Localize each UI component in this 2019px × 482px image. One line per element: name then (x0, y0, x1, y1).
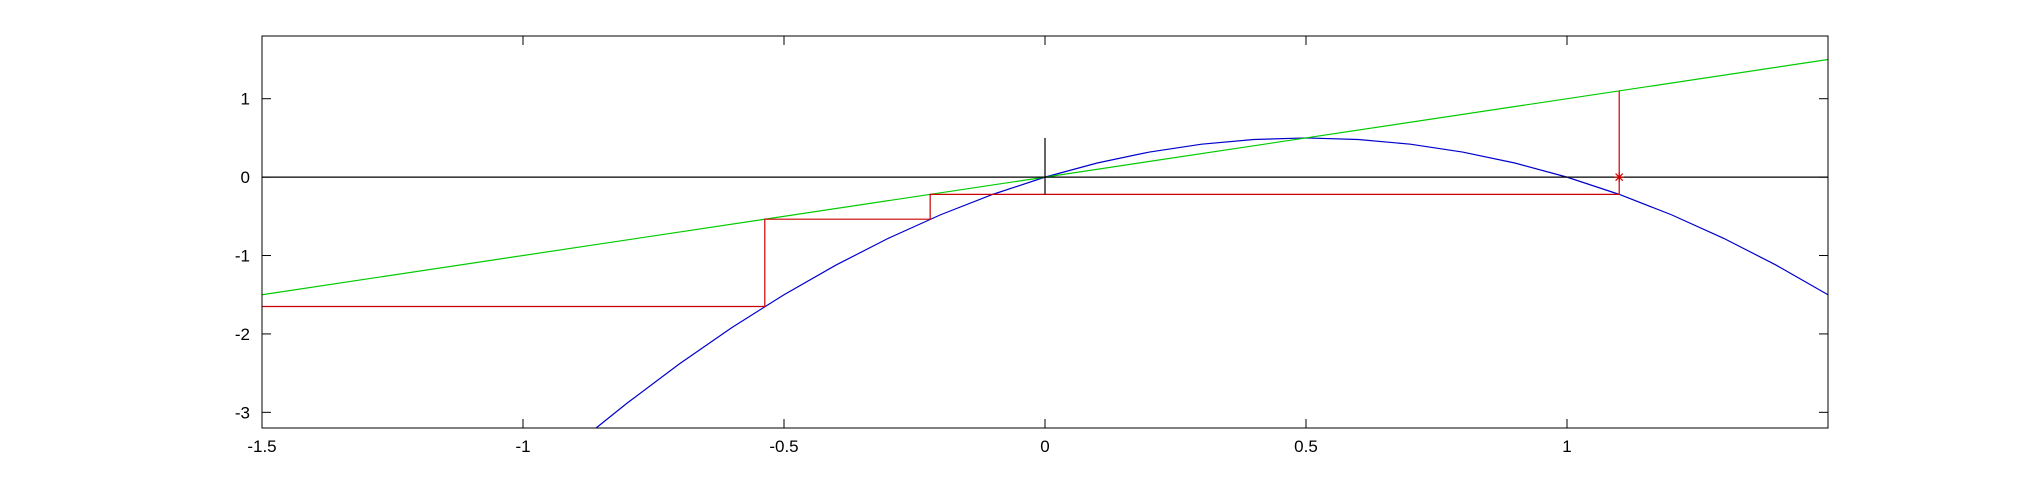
x-tick-label: 0.5 (1294, 437, 1318, 456)
x-tick-label: -1 (515, 437, 530, 456)
series-line-2 (262, 90, 1620, 308)
x-tick-label: 0 (1040, 437, 1049, 456)
y-tick-label: -3 (235, 403, 250, 422)
x-tick-label: -0.5 (769, 437, 798, 456)
series-layer (261, 58, 1829, 429)
star-marker-stroke (1615, 173, 1624, 182)
y-tick-label: 1 (241, 90, 250, 109)
y-tick-label: 0 (241, 168, 250, 187)
x-tick-label: 1 (1562, 437, 1571, 456)
plot-area (262, 36, 1828, 428)
plot-frame (261, 35, 1829, 429)
marker-layer (1614, 172, 1625, 183)
x-tick-label: -1.5 (247, 437, 276, 456)
star-marker-0 (1614, 172, 1625, 183)
y-tick-label: -1 (235, 247, 250, 266)
y-tick-label: -2 (235, 325, 250, 344)
